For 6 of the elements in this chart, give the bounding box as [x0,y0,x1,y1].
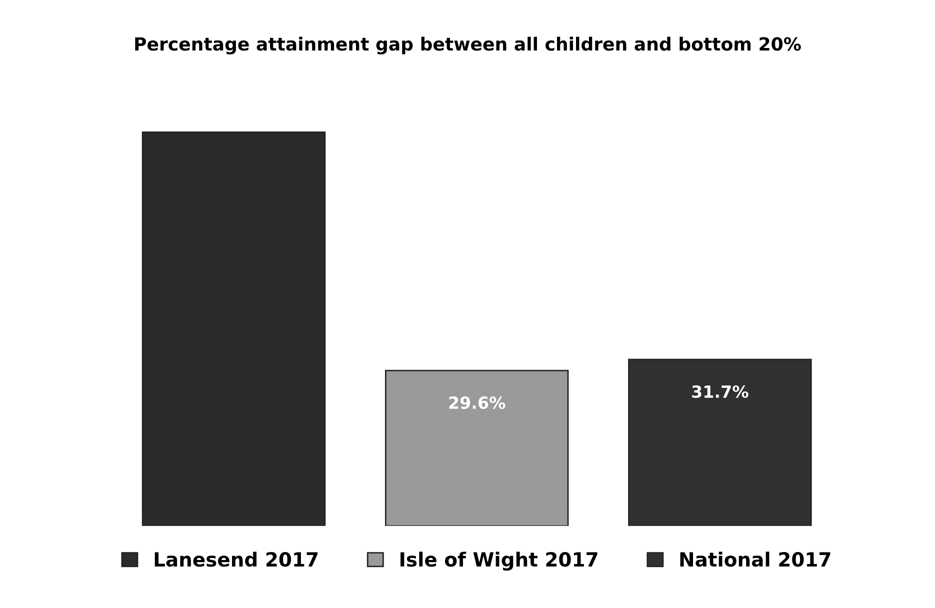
chart-title: Percentage attainment gap between all children and bottom 20% [135,36,801,54]
data-label: 29.6% [449,396,506,409]
legend-label: Lanesend 2017 [154,552,318,567]
data-label: 31.7% [692,385,748,398]
legend-label: Isle of Wight 2017 [400,552,598,571]
legend-label: National 2017 [680,552,830,567]
